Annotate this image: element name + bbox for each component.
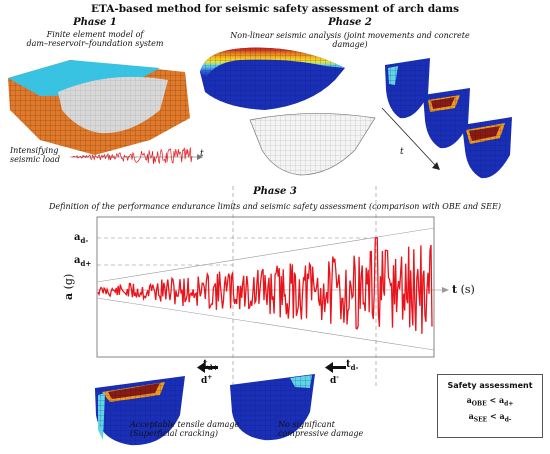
phase3-heading: Phase 3 (253, 186, 297, 197)
compressive-line1: No significant (278, 420, 335, 429)
phase1-seismic-signal (71, 147, 193, 165)
phase2-damage-progression (385, 58, 512, 179)
phase2-joint-wireframe (249, 113, 376, 176)
phase1-heading: Phase 1 (73, 17, 117, 28)
lower-envelope (96, 297, 435, 351)
acceleration-signal (97, 237, 433, 334)
safety-eq-see: aSEE < ad- (468, 410, 512, 424)
phase3-caption: Definition of the performance endurance … (49, 202, 501, 211)
phase1-caption-line1: Finite element model of (46, 30, 144, 39)
d-plus-label: d+ (201, 374, 213, 386)
upper-envelope (96, 227, 435, 283)
phase1-fe-model (8, 60, 190, 155)
safety-assessment-box: Safety assessment aOBE < ad+ aSEE < ad- (437, 374, 543, 438)
p3sig-trace (97, 237, 433, 334)
compressive-damage-dam (230, 374, 315, 441)
compressive-damage-caption: No significant compressive damage (278, 420, 363, 438)
phase1-t-label: t (200, 149, 204, 159)
tensile-damage-dam (95, 376, 185, 446)
compressive-line2: compressive damage (278, 429, 364, 438)
phase2-heading: Phase 2 (328, 17, 372, 28)
td-minus-label: td- (346, 359, 359, 372)
p1sig-trace (71, 147, 193, 165)
d-minus-arrow (325, 362, 346, 373)
ad-plus-label: ad+ (74, 255, 92, 268)
x-axis-title: t (s) (452, 283, 475, 296)
phase2-t-label: t (400, 147, 404, 157)
tensile-damage-caption: Acceptable tensile damage (Superficial c… (130, 420, 239, 438)
d-minus-label: d- (330, 374, 339, 386)
y-axis-title: a (g) (62, 273, 75, 300)
phase1-caption: Finite element model of dam–reservoir–fo… (10, 30, 180, 48)
d-plus-arrow (197, 362, 218, 373)
phase3-chart (96, 186, 449, 388)
phase2-caption: Non-linear seismic analysis (joint movem… (230, 31, 470, 49)
ad-minus-label: ad- (74, 232, 89, 245)
phase1-caption-line2: dam–reservoir–foundation system (26, 39, 164, 48)
safety-heading: Safety assessment (447, 381, 533, 390)
tensile-line1: Acceptable tensile damage (130, 420, 240, 429)
main-title: ETA-based method for seismic safety asse… (90, 3, 460, 15)
phase1-load-line1: Intensifying (10, 146, 59, 155)
phase1-load-line2: seismic load (10, 155, 60, 164)
phase1-load-label: Intensifying seismic load (10, 146, 60, 164)
td-plus-label: td+ (203, 359, 219, 372)
safety-eq-obe: aOBE < ad+ (466, 395, 514, 408)
phase2-dam-damage-view (200, 47, 345, 110)
tensile-line2: (Superficial cracking) (130, 429, 219, 438)
